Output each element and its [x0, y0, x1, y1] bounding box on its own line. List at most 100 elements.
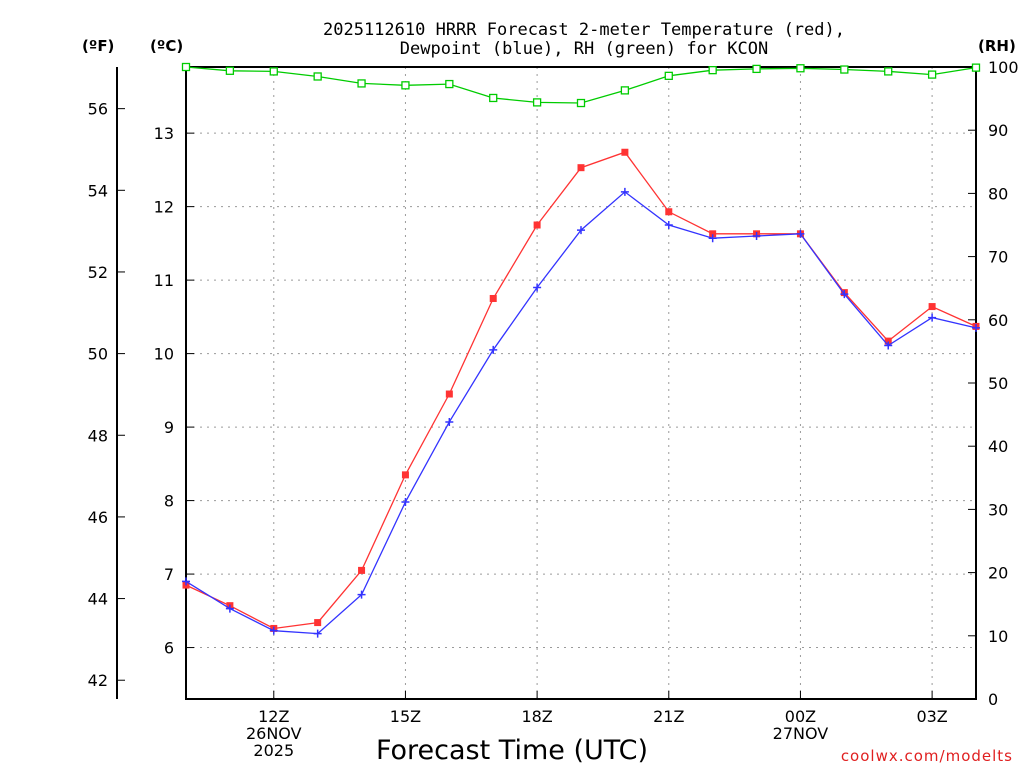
series-rh	[181, 62, 981, 108]
marker-dewpoint-19	[577, 226, 585, 235]
series-line-rh	[185, 66, 977, 104]
marker-rh-20	[620, 86, 630, 95]
grid-lines	[186, 67, 976, 699]
series-line-dewpoint	[185, 191, 977, 635]
chart-title-line1: 2025112610 HRRR Forecast 2-meter Tempera…	[323, 20, 845, 40]
rh-tick-label-0: 0	[988, 690, 998, 709]
marker-rh-14	[357, 79, 366, 88]
fahrenheit-tick-label-44: 44	[88, 590, 108, 609]
rh-tick-label-50: 50	[988, 374, 1008, 393]
marker-rh-19	[576, 98, 586, 108]
marker-dewpoint-14	[357, 590, 366, 599]
celsius-tick-label-10: 10	[154, 345, 174, 364]
fahrenheit-tick-label-54: 54	[88, 181, 108, 200]
fahrenheit-tick-label-42: 42	[88, 671, 108, 690]
x-tick-label-24-0: 00Z	[785, 707, 816, 726]
marker-rh-15	[401, 81, 410, 90]
marker-rh-28	[971, 63, 981, 72]
celsius-tick-label-7: 7	[164, 565, 174, 584]
celsius-unit-label: (ºC)	[150, 37, 183, 55]
rh-tick-label-80: 80	[988, 184, 1008, 203]
x-tick-label-12-1: 26NOV	[246, 724, 302, 743]
x-tick-label-15-0: 15Z	[390, 707, 421, 726]
marker-temperature-18	[533, 221, 541, 229]
fahrenheit-tick-label-48: 48	[88, 426, 108, 445]
rh-tick-label-60: 60	[988, 311, 1008, 330]
data-series	[181, 62, 981, 638]
marker-dewpoint-15	[401, 498, 410, 507]
marker-dewpoint-18	[533, 283, 542, 292]
marker-dewpoint-21	[664, 221, 673, 229]
rh-tick-label-20: 20	[988, 564, 1008, 583]
x-tick-label-27-0: 03Z	[916, 707, 947, 726]
marker-temperature-26	[884, 337, 892, 345]
marker-dewpoint-28	[972, 323, 980, 332]
marker-rh-13	[313, 72, 322, 81]
x-tick-label-12-0: 12Z	[258, 707, 289, 726]
marker-dewpoint-23	[752, 232, 761, 241]
celsius-tick-label-6: 6	[164, 639, 174, 658]
celsius-tick-label-13: 13	[154, 124, 174, 143]
marker-dewpoint-25	[840, 290, 849, 299]
marker-temperature-20	[621, 148, 629, 156]
rh-tick-label-30: 30	[988, 500, 1008, 519]
marker-dewpoint-10	[182, 577, 190, 586]
axes	[116, 66, 977, 700]
celsius-tick-label-11: 11	[154, 271, 174, 290]
marker-dewpoint-20	[620, 187, 629, 196]
chart-title-line2: Dewpoint (blue), RH (green) for KCON	[400, 39, 768, 59]
rh-tick-label-100: 100	[988, 58, 1019, 77]
x-tick-label-24-1: 27NOV	[773, 724, 829, 743]
marker-temperature-16	[445, 390, 453, 398]
marker-rh-21	[664, 71, 673, 80]
marker-dewpoint-13	[313, 629, 322, 638]
marker-temperature-15	[401, 471, 409, 479]
fahrenheit-tick-label-46: 46	[88, 508, 108, 527]
series-dewpoint	[182, 187, 980, 638]
marker-rh-17	[489, 93, 498, 103]
marker-rh-27	[927, 70, 937, 79]
fahrenheit-unit-label: (ºF)	[82, 37, 114, 55]
fahrenheit-tick-label-50: 50	[88, 345, 108, 364]
fahrenheit-tick-label-52: 52	[88, 263, 108, 282]
x-axis-title: Forecast Time (UTC)	[376, 735, 648, 766]
x-tick-label-21-0: 21Z	[653, 707, 684, 726]
marker-rh-12	[269, 67, 278, 76]
marker-temperature-19	[577, 164, 585, 172]
celsius-tick-label-12: 12	[154, 198, 174, 217]
marker-dewpoint-26	[884, 341, 893, 350]
tick-labels: 6 7 8 9 10 11 12 13 42 44 46 48 50 52 54 56 0 10 20 30 40 50 6…	[88, 58, 1019, 760]
marker-rh-16	[445, 79, 454, 89]
credit-link[interactable]: coolwx.com/modelts	[841, 747, 1013, 765]
marker-temperature-17	[489, 294, 497, 302]
marker-dewpoint-11	[225, 604, 234, 613]
marker-temperature-22	[709, 230, 717, 238]
fahrenheit-tick-label-56: 56	[88, 100, 108, 119]
marker-temperature-27	[928, 303, 936, 311]
marker-rh-22	[708, 66, 717, 75]
plot-frame	[185, 66, 977, 700]
marker-rh-18	[532, 98, 542, 107]
marker-dewpoint-24	[796, 229, 805, 238]
marker-dewpoint-27	[928, 313, 937, 322]
marker-rh-23	[752, 64, 761, 74]
marker-dewpoint-17	[489, 345, 498, 354]
x-tick-label-12-2: 2025	[253, 741, 294, 760]
rh-tick-label-90: 90	[988, 121, 1008, 140]
marker-dewpoint-16	[445, 417, 454, 426]
marker-rh-26	[884, 67, 893, 76]
marker-dewpoint-22	[708, 234, 717, 243]
celsius-tick-label-8: 8	[164, 492, 174, 511]
series-temperature	[182, 148, 980, 632]
rh-tick-label-70: 70	[988, 248, 1008, 267]
marker-rh-24	[796, 64, 805, 73]
marker-rh-25	[840, 65, 849, 74]
rh-tick-label-10: 10	[988, 627, 1008, 646]
series-line-temperature	[185, 151, 977, 630]
marker-temperature-13	[314, 619, 322, 627]
marker-rh-11	[225, 66, 235, 75]
rh-unit-label: (RH)	[978, 37, 1016, 55]
x-tick-label-18-0: 18Z	[521, 707, 552, 726]
rh-tick-label-40: 40	[988, 437, 1008, 456]
